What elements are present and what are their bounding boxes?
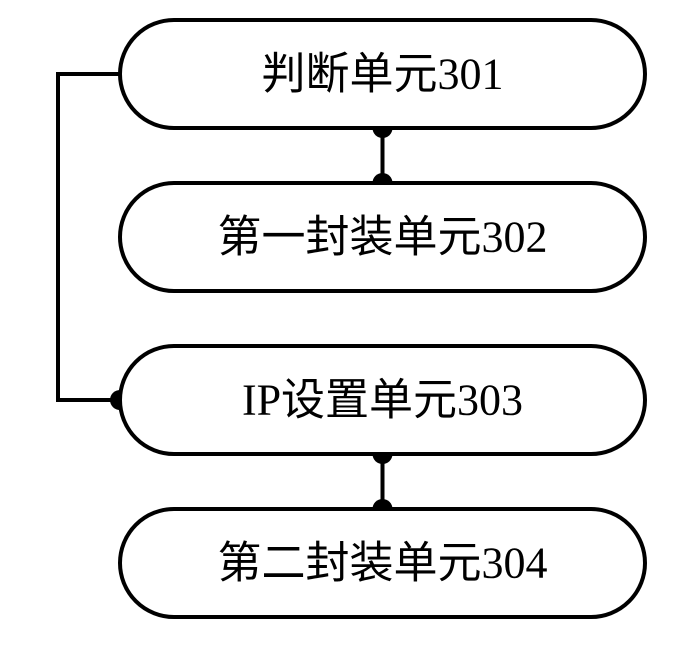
flowchart-node-label: 判断单元301 bbox=[262, 50, 504, 99]
flowchart-node-label: IP设置单元303 bbox=[242, 376, 523, 425]
flowchart-node-label: 第二封装单元304 bbox=[218, 539, 548, 588]
side-link bbox=[58, 74, 120, 400]
nodes-layer: 判断单元301 第一封装单元302 IP设置单元303 第二封装单元304 bbox=[120, 20, 645, 617]
flowchart-diagram: 判断单元301 第一封装单元302 IP设置单元303 第二封装单元304 bbox=[0, 0, 681, 648]
flowchart-node-label: 第一封装单元302 bbox=[218, 213, 548, 262]
